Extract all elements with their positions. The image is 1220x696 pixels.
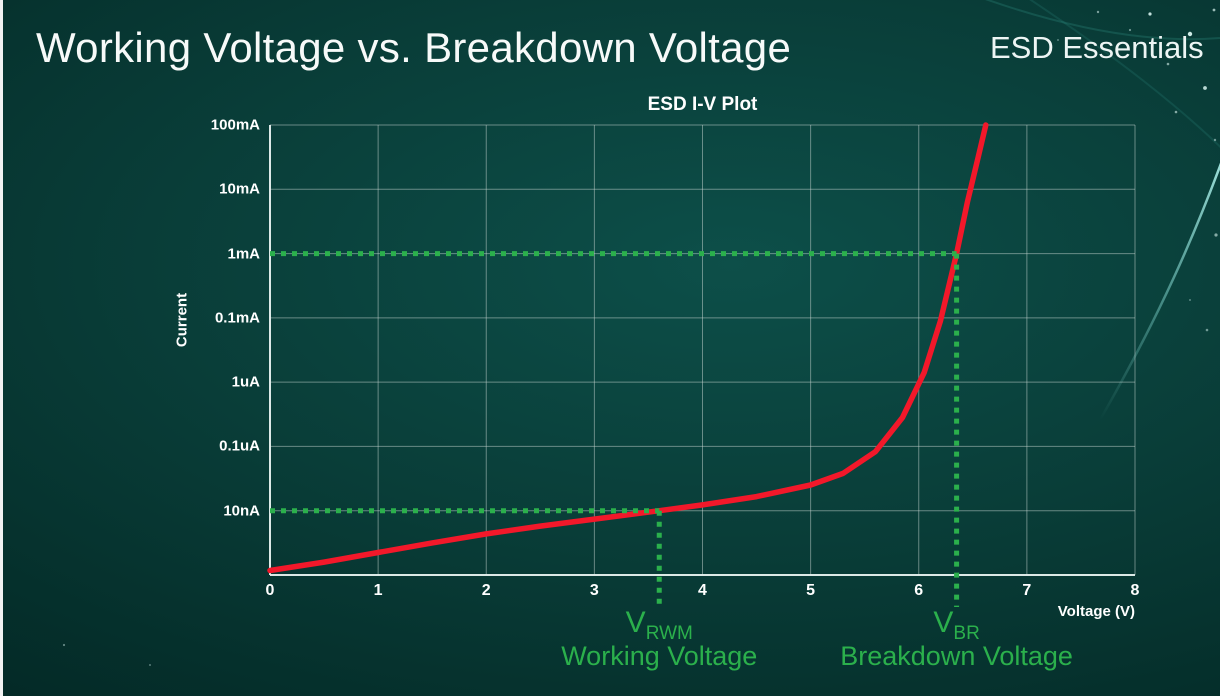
x-tick-label: 8 [1130,582,1140,599]
y-tick-label: 1mA [227,245,260,263]
annotation-caption-br: Breakdown Voltage [840,641,1073,671]
y-tick-label: 1uA [231,373,260,391]
x-tick-label: 1 [373,582,383,599]
x-tick-label: 5 [806,582,816,599]
chart-title: ESD I-V Plot [647,94,758,115]
y-tick-label: 100mA [210,116,260,134]
annotation-caption-rwm: Working Voltage [561,641,758,671]
y-tick-label: 10nA [223,502,260,520]
y-tick-label: 10mA [219,180,260,198]
page-title: Working Voltage vs. Breakdown Voltage [36,24,792,71]
x-tick-label: 7 [1022,582,1032,599]
y-tick-label: 0.1uA [219,437,260,455]
x-tick-label: 0 [265,582,275,599]
y-tick-label: 0.1mA [214,309,260,327]
annotation-symbol-rwm: VRWM [625,606,693,644]
plot-area [267,122,1136,607]
x-tick-label: 3 [589,582,599,599]
annotation-symbol-br: VBR [933,606,980,644]
x-tick-label: 4 [698,582,707,599]
brand-text: ESD Essentials [990,30,1204,65]
x-axis-label: Voltage (V) [1057,603,1135,620]
x-tick-label: 6 [914,582,924,599]
left-edge-artifact [0,0,3,696]
iv-curve [267,122,989,574]
x-tick-label: 2 [481,582,491,599]
